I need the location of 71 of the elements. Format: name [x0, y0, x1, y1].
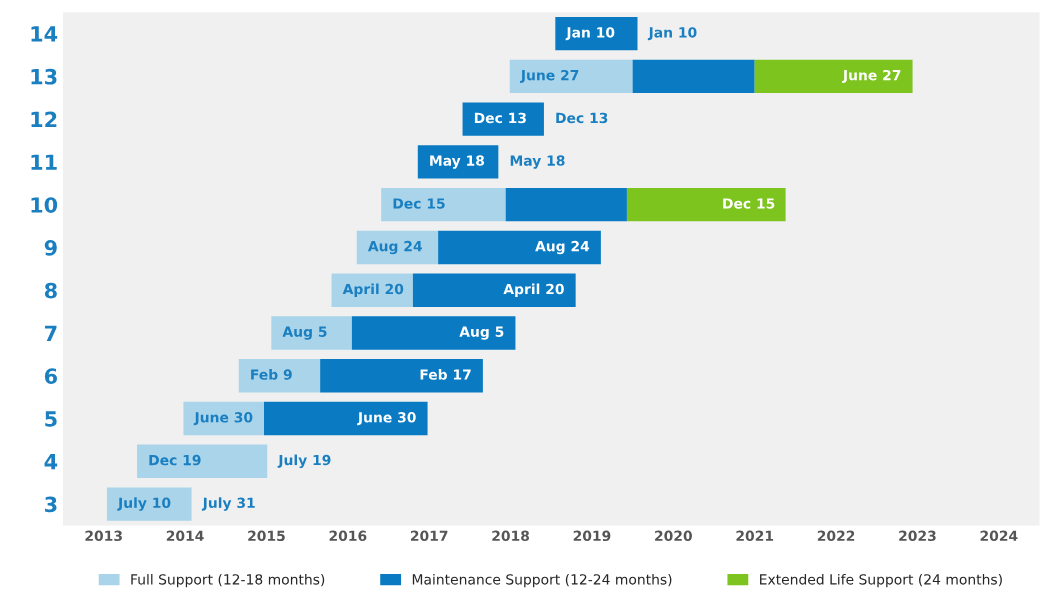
- x-tick-label: 2020: [655, 530, 692, 542]
- x-tick-label: 2022: [817, 530, 855, 542]
- bar: [264, 401, 428, 436]
- bar: [271, 316, 352, 350]
- annotation: Aug 24: [367, 240, 422, 255]
- y-tick-label: 4: [44, 454, 58, 470]
- legend-label: Maintenance Support (12-24 months): [412, 573, 672, 588]
- annotation: Feb 9: [251, 369, 292, 380]
- y-tick-label: 6: [44, 368, 58, 384]
- bar: [462, 102, 544, 136]
- y-tick-label: 14: [31, 26, 58, 42]
- y-tick-label: 5: [45, 411, 57, 427]
- x-tick-label: 2021: [736, 530, 774, 542]
- x-tick-label: 2017: [410, 530, 448, 542]
- annotation: July 31: [201, 497, 255, 511]
- x-tick-label: 2024: [980, 530, 1018, 542]
- bar: [632, 59, 755, 94]
- y-tick-label: 11: [31, 154, 57, 170]
- bar: [505, 188, 627, 222]
- annotation: Dec 13: [474, 112, 526, 124]
- annotation: Feb 17: [420, 369, 471, 380]
- annotation: Aug 5: [282, 326, 327, 340]
- annotation: June 27: [520, 69, 579, 83]
- bar: [417, 145, 499, 179]
- annotation: April 20: [503, 283, 564, 297]
- y-tick-label: 9: [44, 239, 57, 256]
- bar: [754, 59, 913, 94]
- bar: [356, 230, 439, 265]
- x-tick-label: 2013: [85, 530, 122, 542]
- annotation: Aug 5: [459, 326, 504, 340]
- bar: [438, 230, 601, 265]
- annotation: June 30: [357, 412, 416, 426]
- bar: [106, 487, 192, 521]
- bar: [137, 444, 268, 478]
- y-tick-label: 7: [45, 325, 57, 341]
- annotation: Jan 10: [565, 27, 615, 41]
- x-tick-label: 2014: [166, 530, 204, 542]
- x-tick-label: 2015: [248, 530, 285, 542]
- y-tick-label: 3: [45, 496, 57, 513]
- bar: [381, 188, 506, 222]
- x-tick-label: 2018: [492, 530, 530, 542]
- x-tick-label: 2023: [899, 530, 936, 542]
- bar: [351, 316, 516, 350]
- bar: [412, 273, 576, 307]
- annotation: Dec 19: [149, 454, 201, 466]
- annotation: Dec 13: [556, 112, 608, 124]
- legend-label: Extended Life Support (24 months): [760, 573, 1002, 588]
- annotation: Jan 10: [647, 27, 697, 41]
- annotation: June 27: [842, 69, 901, 83]
- y-tick-label: 10: [31, 197, 58, 213]
- x-tick-label: 2016: [329, 530, 367, 542]
- annotation: July 10: [117, 497, 171, 511]
- bar: [238, 359, 321, 393]
- bar: [509, 59, 633, 94]
- bar: [183, 401, 264, 436]
- bar: [555, 16, 638, 51]
- annotation: May 18: [510, 155, 565, 169]
- bar: [320, 359, 483, 393]
- annotation: Aug 24: [535, 240, 590, 255]
- annotation: April 20: [342, 283, 404, 297]
- y-tick-label: 8: [44, 282, 57, 299]
- annotation: Dec 15: [393, 198, 445, 209]
- y-tick-label: 13: [31, 68, 57, 85]
- legend-label: Full Support (12-18 months): [131, 573, 325, 588]
- annotation: May 18: [430, 155, 485, 169]
- x-tick-label: 2019: [573, 530, 611, 542]
- annotation: June 30: [193, 412, 253, 426]
- y-tick-label: 12: [31, 111, 57, 128]
- bar: [626, 188, 786, 222]
- annotation: July 19: [277, 454, 331, 469]
- annotation: Dec 15: [723, 198, 775, 209]
